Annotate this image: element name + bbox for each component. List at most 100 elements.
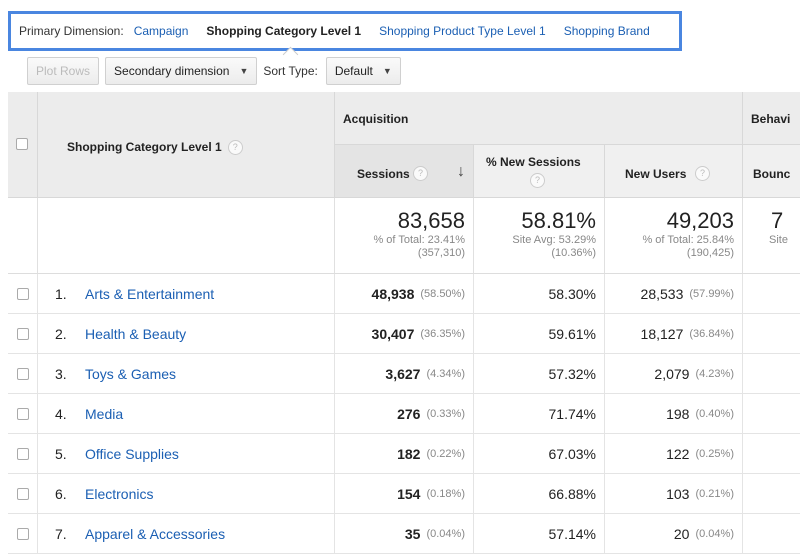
row-check-cell [8, 514, 38, 553]
dimension-option-shopping-category-level-1[interactable]: Shopping Category Level 1 [206, 24, 362, 38]
row-check-cell [8, 354, 38, 393]
totals-sessions-value: 83,658 [397, 208, 465, 233]
row-new-users-value: 20 [673, 525, 690, 542]
bounce-column-header[interactable]: Bounc [743, 145, 800, 198]
row-new-users-cell: 122 (0.25%) [605, 434, 743, 473]
row-new-sessions-cell: 71.74% [474, 394, 605, 433]
help-icon[interactable]: ? [227, 140, 243, 156]
row-sessions-cell: 48,938 (58.50%) [335, 274, 474, 313]
row-new-users-value: 198 [666, 405, 690, 422]
sort-descending-icon[interactable]: ↓ [457, 163, 465, 180]
row-new-users-value: 122 [666, 445, 690, 462]
row-checkbox[interactable] [16, 367, 29, 380]
row-new-sessions-cell: 67.03% [474, 434, 605, 473]
sessions-column-header[interactable]: Sessions ? ↓ [335, 145, 474, 198]
table-row: 5. Office Supplies 182 (0.22%) 67.03% 122 (0.2… [8, 434, 800, 474]
dimension-option-shopping-brand[interactable]: Shopping Brand [563, 24, 650, 38]
sort-type-label: Sort Type: [263, 64, 318, 78]
row-checkbox[interactable] [16, 327, 29, 340]
totals-new-users-percent: % of Total: 25.84% [642, 234, 734, 246]
row-new-users-percent: (0.21%) [695, 487, 734, 500]
secondary-dimension-label: Secondary dimension [114, 64, 230, 78]
row-bounce-cell [743, 314, 800, 353]
row-bounce-cell [743, 354, 800, 393]
row-checkbox[interactable] [16, 527, 29, 540]
row-sessions-value: 154 [397, 485, 421, 502]
row-dimension-link[interactable]: Apparel & Accessories [85, 525, 226, 542]
select-all-checkbox[interactable] [16, 138, 28, 150]
totals-new-users-base: (190,425) [686, 247, 734, 259]
row-dimension-link[interactable]: Office Supplies [85, 445, 179, 462]
row-dimension-cell: 3. Toys & Games [38, 354, 335, 393]
totals-dimension-cell [38, 198, 335, 274]
row-sessions-value: 3,627 [385, 365, 421, 382]
sessions-header-label: Sessions [357, 167, 410, 181]
row-dimension-cell: 4. Media [38, 394, 335, 433]
row-dimension-link[interactable]: Toys & Games [85, 365, 177, 382]
totals-bounce-value: 7 [771, 208, 784, 233]
row-checkbox[interactable] [16, 447, 29, 460]
new-users-column-header[interactable]: New Users ? [605, 145, 743, 198]
row-sessions-value: 276 [397, 405, 421, 422]
acquisition-group-label: Acquisition [343, 112, 409, 126]
row-sessions-cell: 154 (0.18%) [335, 474, 474, 513]
row-dimension-cell: 5. Office Supplies [38, 434, 335, 473]
row-new-users-percent: (0.04%) [695, 527, 734, 540]
row-sessions-percent: (0.33%) [426, 407, 465, 420]
primary-dimension-bar: Primary Dimension: Campaign Shopping Cat… [8, 11, 682, 51]
bounce-header-label: Bounc [753, 167, 791, 181]
row-dimension-link[interactable]: Health & Beauty [85, 325, 187, 342]
chevron-down-icon: ▼ [239, 66, 249, 76]
row-check-cell [8, 434, 38, 473]
row-dimension-cell: 6. Electronics [38, 474, 335, 513]
totals-bounce-avg: Site [769, 234, 788, 246]
row-sessions-value: 30,407 [371, 325, 415, 342]
row-sessions-value: 48,938 [371, 285, 415, 302]
totals-new-users-value: 49,203 [666, 208, 734, 233]
row-sessions-value: 35 [404, 525, 421, 542]
row-sessions-percent: (4.34%) [426, 367, 465, 380]
row-dimension-cell: 2. Health & Beauty [38, 314, 335, 353]
dimension-header[interactable]: Shopping Category Level 1? [38, 92, 335, 198]
table-toolbar: Plot Rows Secondary dimension ▼ Sort Typ… [27, 56, 407, 86]
row-new-users-cell: 198 (0.40%) [605, 394, 743, 433]
totals-sessions-percent: % of Total: 23.41% [373, 234, 465, 246]
row-sessions-cell: 3,627 (4.34%) [335, 354, 474, 393]
totals-check-cell [8, 198, 38, 274]
row-new-users-value: 103 [666, 485, 690, 502]
row-dimension-link[interactable]: Arts & Entertainment [85, 285, 215, 302]
row-dimension-cell: 7. Apparel & Accessories [38, 514, 335, 553]
new-sessions-header-label: % New Sessions [486, 155, 581, 169]
row-new-users-value: 2,079 [654, 365, 690, 382]
row-checkbox[interactable] [16, 487, 29, 500]
secondary-dimension-dropdown[interactable]: Secondary dimension ▼ [105, 57, 258, 85]
totals-sessions: 83,658 % of Total: 23.41% (357,310) [335, 198, 474, 274]
row-new-users-percent: (57.99%) [689, 287, 734, 300]
new-sessions-column-header[interactable]: % New Sessions ? [474, 145, 605, 198]
dimension-option-campaign[interactable]: Campaign [133, 24, 189, 38]
totals-new-sessions: 58.81% Site Avg: 53.29% (10.36%) [474, 198, 605, 274]
help-icon[interactable]: ? [530, 173, 545, 188]
plot-rows-button[interactable]: Plot Rows [27, 57, 100, 85]
row-new-sessions-cell: 59.61% [474, 314, 605, 353]
totals-sessions-base: (357,310) [417, 247, 465, 259]
row-new-sessions-cell: 58.30% [474, 274, 605, 313]
dimension-header-label: Shopping Category Level 1 [67, 140, 222, 154]
row-checkbox[interactable] [16, 287, 29, 300]
row-check-cell [8, 474, 38, 513]
totals-bounce: 7 Site [743, 198, 800, 274]
row-index: 4. [55, 405, 67, 422]
totals-new-sessions-value: 58.81% [521, 208, 596, 233]
help-icon[interactable]: ? [695, 166, 710, 181]
sort-type-dropdown[interactable]: Default ▼ [325, 57, 401, 85]
table-row: 3. Toys & Games 3,627 (4.34%) 57.32% 2,079 (4.… [8, 354, 800, 394]
row-dimension-link[interactable]: Media [85, 405, 124, 422]
help-icon[interactable]: ? [413, 166, 428, 181]
row-sessions-percent: (58.50%) [420, 287, 465, 300]
row-new-users-cell: 18,127 (36.84%) [605, 314, 743, 353]
row-dimension-link[interactable]: Electronics [85, 485, 154, 502]
row-new-sessions-value: 59.61% [548, 325, 596, 342]
row-checkbox[interactable] [16, 407, 29, 420]
row-new-users-percent: (36.84%) [689, 327, 734, 340]
dimension-option-shopping-product-type-level-1[interactable]: Shopping Product Type Level 1 [379, 24, 546, 38]
